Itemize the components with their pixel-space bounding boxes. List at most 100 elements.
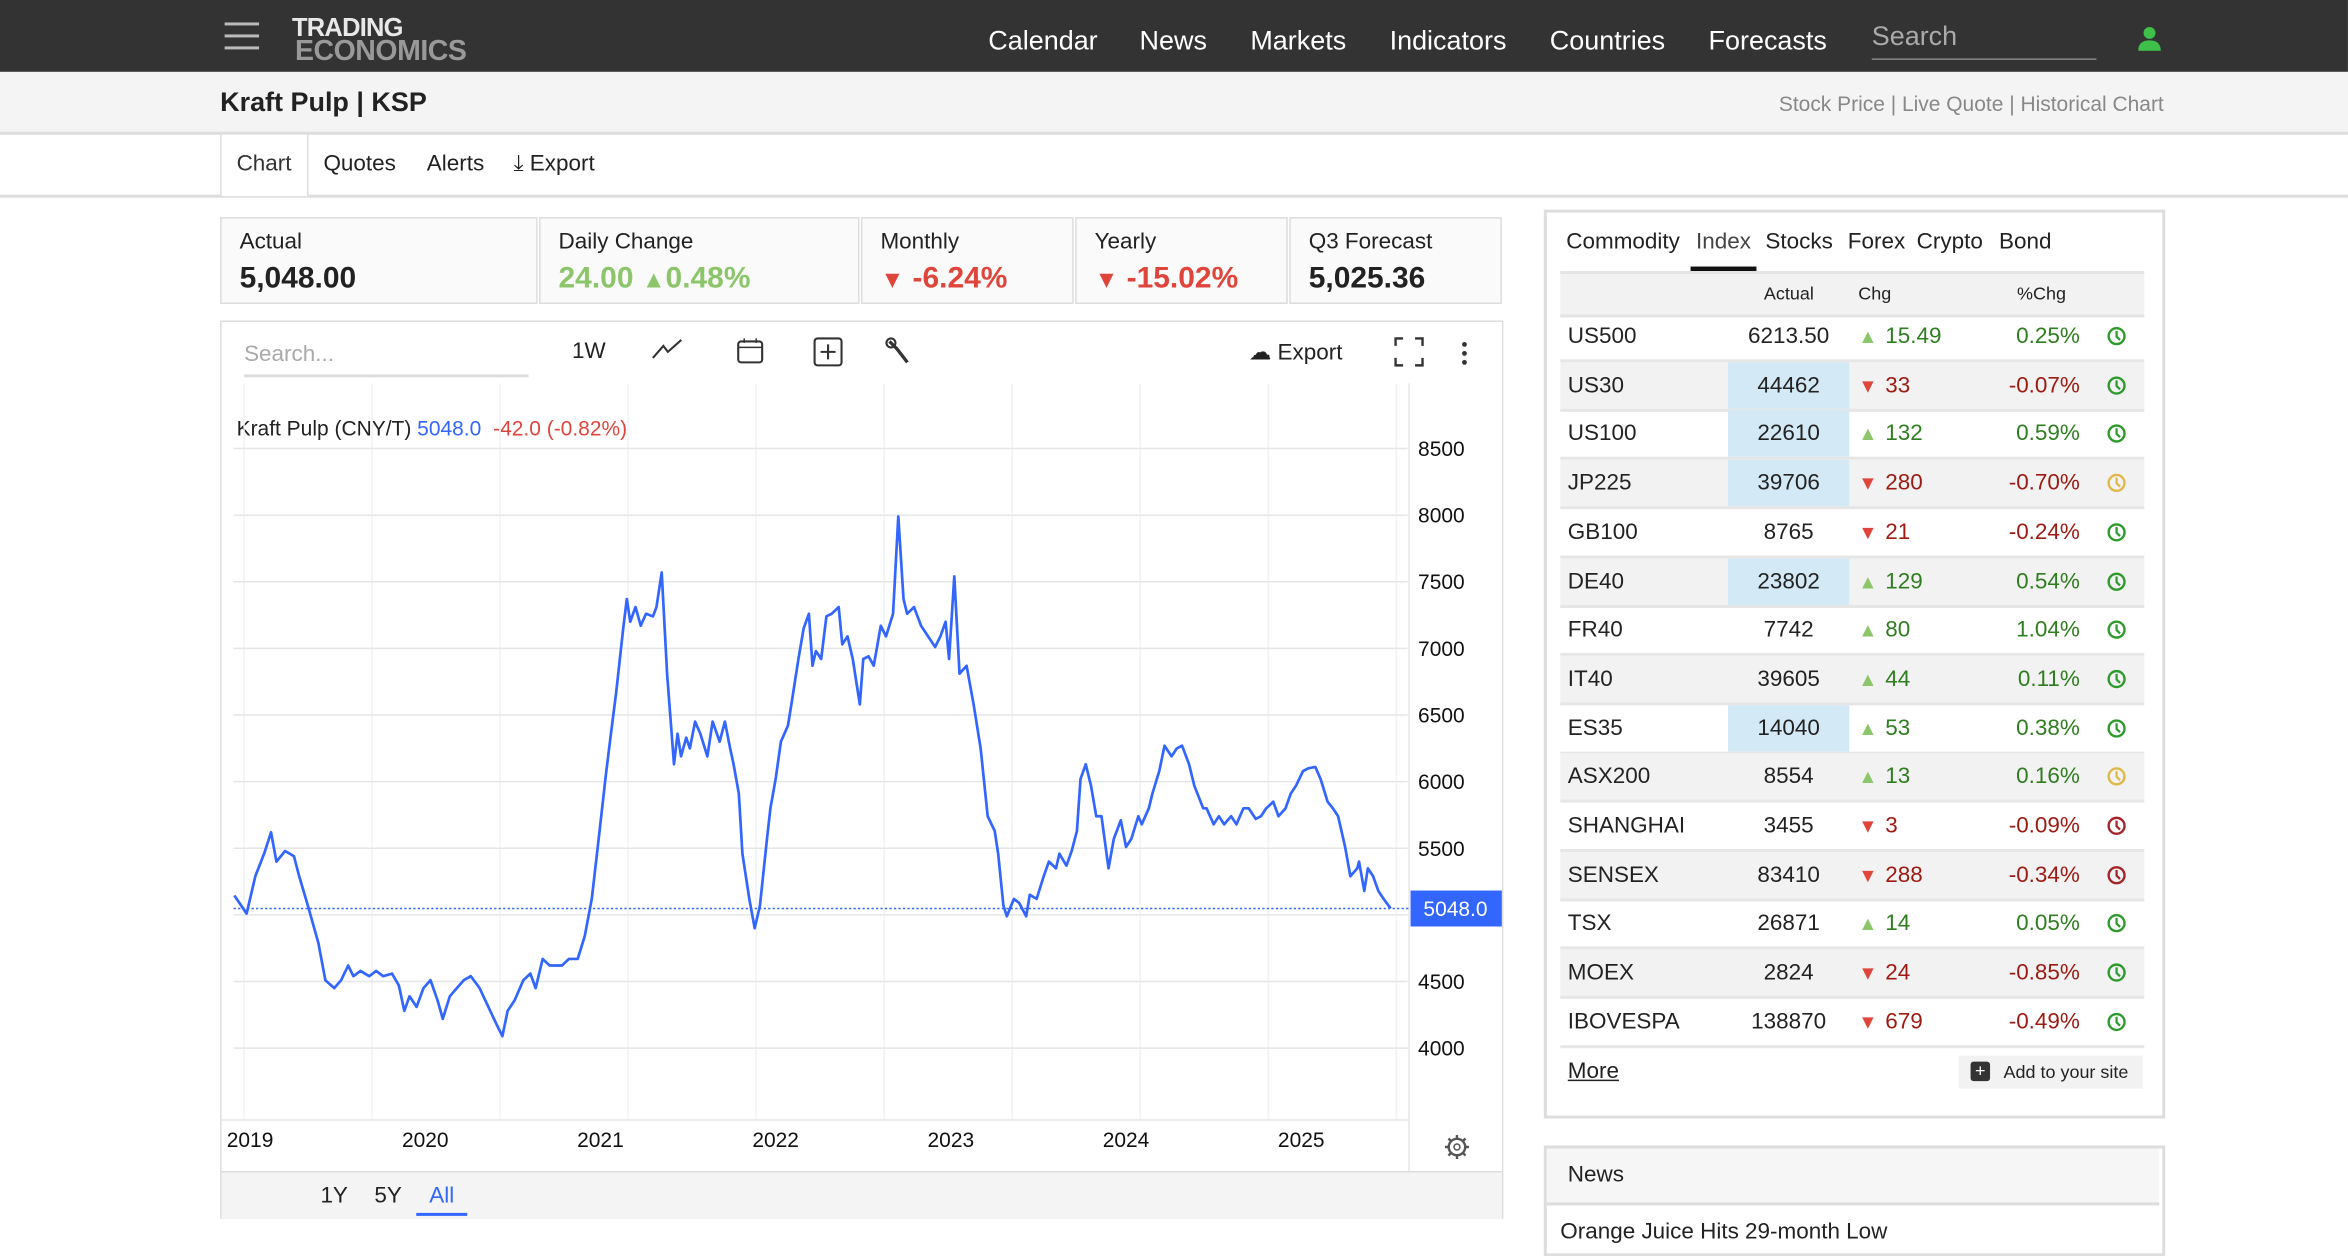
row-pct: 0.59% [2016, 421, 2080, 447]
chart-legend: Kraft Pulp (CNY/T) 5048.0 -42.0 (-0.82%) [237, 416, 628, 440]
tab-export[interactable]: ⤓ Export [514, 151, 595, 176]
row-name[interactable]: GB100 [1567, 519, 1638, 545]
table-row[interactable]: SHANGHAI 3455 ▼ 3 -0.09% [1560, 803, 2145, 853]
table-row[interactable]: SENSEX 83410 ▼ 288 -0.34% [1560, 851, 2145, 901]
interval-button[interactable]: 1W [572, 338, 606, 364]
down-arrow-icon: ▼ [880, 268, 905, 294]
nav-indicators[interactable]: Indicators [1389, 25, 1507, 56]
up-triangle-icon: ▲ [1858, 422, 1878, 446]
row-name[interactable]: US500 [1567, 323, 1637, 349]
row-pct: 0.25% [2016, 323, 2080, 349]
market-tab-index[interactable]: Index [1690, 229, 1757, 272]
add-to-site-button[interactable]: + Add to your site [1958, 1055, 2143, 1089]
row-chg: 280 [1885, 470, 1923, 496]
market-tab-stocks[interactable]: Stocks [1765, 229, 1833, 255]
news-item[interactable]: Orange Juice Hits 29-month Low [1560, 1218, 1888, 1245]
tab-quotes[interactable]: Quotes [323, 151, 396, 177]
row-chg: 14 [1885, 911, 1911, 937]
tab-alerts[interactable]: Alerts [426, 151, 485, 177]
nav-forecasts[interactable]: Forecasts [1708, 25, 1827, 56]
market-tab-crypto[interactable]: Crypto [1916, 229, 1983, 255]
table-row[interactable]: IT40 39605 ▲ 44 0.11% [1560, 655, 2145, 706]
row-name[interactable]: US100 [1567, 421, 1637, 447]
col-actual: Actual [1763, 283, 1814, 304]
row-name[interactable]: TSX [1567, 911, 1612, 937]
row-name[interactable]: US30 [1567, 372, 1624, 398]
logo-economics[interactable]: ECONOMICS [294, 35, 467, 68]
chart-search-input[interactable]: Search... [244, 341, 529, 378]
fullscreen-icon[interactable] [1394, 337, 1424, 373]
table-row[interactable]: US30 44462 ▼ 33 -0.07% [1560, 361, 2145, 412]
market-tab-commodity[interactable]: Commodity [1566, 229, 1680, 255]
more-link[interactable]: More [1567, 1058, 1619, 1085]
hamburger-menu-icon[interactable] [224, 22, 260, 50]
x-tick-label: 2021 [577, 1129, 624, 1152]
row-actual: 2824 [1763, 959, 1814, 986]
row-name[interactable]: MOEX [1567, 959, 1634, 986]
legend-value: 5048.0 [417, 416, 482, 441]
tabs-row [0, 135, 2348, 198]
row-name[interactable]: IT40 [1567, 666, 1613, 692]
table-row[interactable]: GB100 8765 ▼ 21 -0.24% [1560, 509, 2145, 559]
row-name[interactable]: DE40 [1567, 568, 1624, 594]
table-row[interactable]: US500 6213.50 ▲ 15.49 0.25% [1560, 313, 2145, 363]
range-5y[interactable]: 5Y [374, 1182, 402, 1209]
tab-chart[interactable]: Chart [236, 151, 292, 177]
table-row[interactable]: MOEX 2824 ▼ 24 -0.85% [1560, 949, 2145, 999]
nav-markets[interactable]: Markets [1250, 25, 1347, 56]
row-name[interactable]: FR40 [1567, 617, 1623, 643]
clock-icon [2107, 816, 2126, 841]
nav-news[interactable]: News [1139, 25, 1207, 56]
range-1y[interactable]: 1Y [320, 1182, 348, 1209]
table-row[interactable]: IBOVESPA 138870 ▼ 679 -0.49% [1560, 998, 2145, 1048]
price-chart[interactable]: 4000 4500 5500 6000 6500 7000 7500 8000 8500 2019… [221, 383, 1502, 1171]
download-icon: ⤓ [513, 151, 524, 177]
y-tick-label: 6000 [1418, 771, 1465, 794]
user-icon[interactable] [2137, 25, 2162, 58]
settings-gear-icon[interactable] [1443, 1134, 1470, 1168]
clock-icon [2107, 865, 2126, 890]
row-actual: 26871 [1757, 911, 1820, 937]
row-chg: 44 [1885, 666, 1911, 692]
stat-monthly: Monthly ▼ -6.24% [861, 217, 1074, 304]
table-row[interactable]: DE40 23802 ▲ 129 0.54% [1560, 557, 2145, 608]
add-indicator-icon[interactable] [813, 337, 843, 373]
row-name[interactable]: SHANGHAI [1567, 813, 1686, 839]
stat-label: Monthly [880, 229, 960, 255]
logo-trading[interactable]: TRADING [291, 13, 403, 42]
up-triangle-icon: ▲ [1858, 569, 1878, 593]
col-pct: %Chg [2016, 283, 2066, 304]
y-tick-label: 8500 [1418, 438, 1465, 461]
chart-export-button[interactable]: ☁ Export [1249, 338, 1343, 365]
nav-countries[interactable]: Countries [1549, 25, 1666, 56]
wrench-icon[interactable] [883, 337, 913, 373]
market-tab-bond[interactable]: Bond [1999, 229, 2052, 255]
more-options-icon[interactable] [1460, 338, 1469, 374]
table-row[interactable]: US100 22610 ▲ 132 0.59% [1560, 410, 2145, 461]
row-name[interactable]: ASX200 [1567, 764, 1651, 790]
page-links[interactable]: Stock Price | Live Quote | Historical Ch… [1778, 91, 2164, 116]
market-tab-forex[interactable]: Forex [1847, 229, 1906, 255]
table-row[interactable]: TSX 26871 ▲ 14 0.05% [1560, 901, 2145, 950]
row-chg: 132 [1885, 421, 1923, 447]
clock-icon [2107, 424, 2126, 449]
calendar-icon[interactable] [735, 335, 765, 371]
row-name[interactable]: ES35 [1567, 715, 1623, 741]
table-row[interactable]: ASX200 8554 ▲ 13 0.16% [1560, 753, 2145, 804]
search-input[interactable]: Search [1871, 21, 2097, 60]
line-chart-icon[interactable] [651, 337, 684, 367]
table-row[interactable]: FR40 7742 ▲ 80 1.04% [1560, 607, 2145, 657]
y-tick-label: 4500 [1418, 971, 1465, 994]
row-name[interactable]: IBOVESPA [1567, 1008, 1680, 1035]
row-name[interactable]: SENSEX [1567, 862, 1659, 888]
y-tick-label: 7000 [1418, 638, 1465, 661]
table-row[interactable]: JP225 39706 ▼ 280 -0.70% [1560, 459, 2145, 510]
chart-panel [220, 320, 1504, 1219]
highlight-cell [1727, 410, 1850, 458]
clock-icon [2107, 669, 2126, 694]
row-name[interactable]: JP225 [1567, 470, 1632, 496]
nav-calendar[interactable]: Calendar [988, 25, 1098, 56]
range-all[interactable]: All [416, 1183, 468, 1216]
table-row[interactable]: ES35 14040 ▲ 53 0.38% [1560, 704, 2145, 755]
row-chg: 53 [1885, 715, 1911, 741]
